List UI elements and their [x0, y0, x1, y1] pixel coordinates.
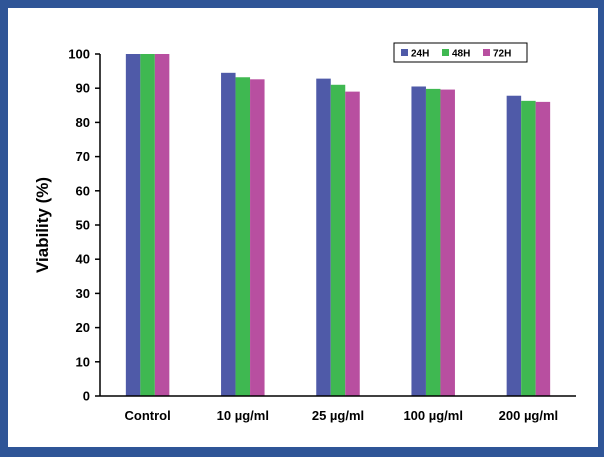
y-axis-title: Viability (%): [33, 177, 52, 273]
legend-items: 24H 48H 72H: [401, 49, 511, 60]
y-tick-label: 90: [76, 81, 90, 96]
y-tick-label: 60: [76, 183, 90, 198]
bar-72h-1: [250, 79, 265, 397]
legend-box: [393, 42, 528, 63]
y-tick-label: 50: [76, 218, 90, 233]
bar-48h-4: [521, 100, 536, 396]
bar-24h-2: [316, 78, 331, 397]
legend-swatch-24h: [401, 49, 408, 56]
x-tick-label: 200 µg/ml: [499, 408, 559, 423]
y-tick-label: 20: [76, 320, 90, 335]
legend-swatch-48h: [442, 49, 449, 56]
y-tick-label: 40: [76, 252, 90, 267]
x-tick-label: 100 µg/ml: [403, 408, 463, 423]
bar-48h-2: [330, 84, 346, 396]
bar-48h-0: [140, 54, 155, 396]
bar-72h-4: [535, 101, 551, 396]
bar-72h-0: [154, 54, 170, 396]
y-tick-label: 0: [83, 389, 90, 404]
legend-label-24h: 24H: [411, 49, 429, 60]
bars-layer: [125, 54, 551, 397]
chart-panel: 0 10 20 30 40 50 60 70 80 90 100 Control 10 µg/ml 25…: [8, 8, 598, 447]
x-tick-label: 25 µg/ml: [312, 408, 364, 423]
bar-72h-2: [345, 91, 360, 397]
y-tick-label: 10: [76, 354, 90, 369]
x-tick-label: Control: [124, 408, 170, 423]
y-tick-label: 80: [76, 115, 90, 130]
legend-label-72h: 72H: [493, 49, 511, 60]
x-tick-label: 10 µg/ml: [217, 408, 269, 423]
y-ticks: 0 10 20 30 40 50 60 70 80 90 100: [68, 47, 100, 404]
x-tick-labels: Control 10 µg/ml 25 µg/ml 100 µg/ml 200 µg/m…: [124, 408, 558, 423]
bar-48h-3: [425, 88, 441, 396]
legend-label-48h: 48H: [452, 49, 470, 60]
y-tick-label: 70: [76, 149, 90, 164]
bar-48h-1: [235, 77, 251, 397]
bar-24h-0: [125, 54, 141, 396]
bar-24h-1: [221, 72, 236, 396]
bar-chart: 0 10 20 30 40 50 60 70 80 90 100 Control 10 µg/ml 25…: [33, 42, 576, 423]
bar-24h-4: [506, 95, 522, 396]
y-tick-label: 30: [76, 286, 90, 301]
bar-72h-3: [440, 89, 455, 397]
bar-24h-3: [411, 86, 426, 397]
legend-swatch-72h: [483, 49, 490, 56]
legend: 24H 48H 72H: [393, 42, 528, 63]
y-tick-label: 100: [68, 47, 90, 62]
